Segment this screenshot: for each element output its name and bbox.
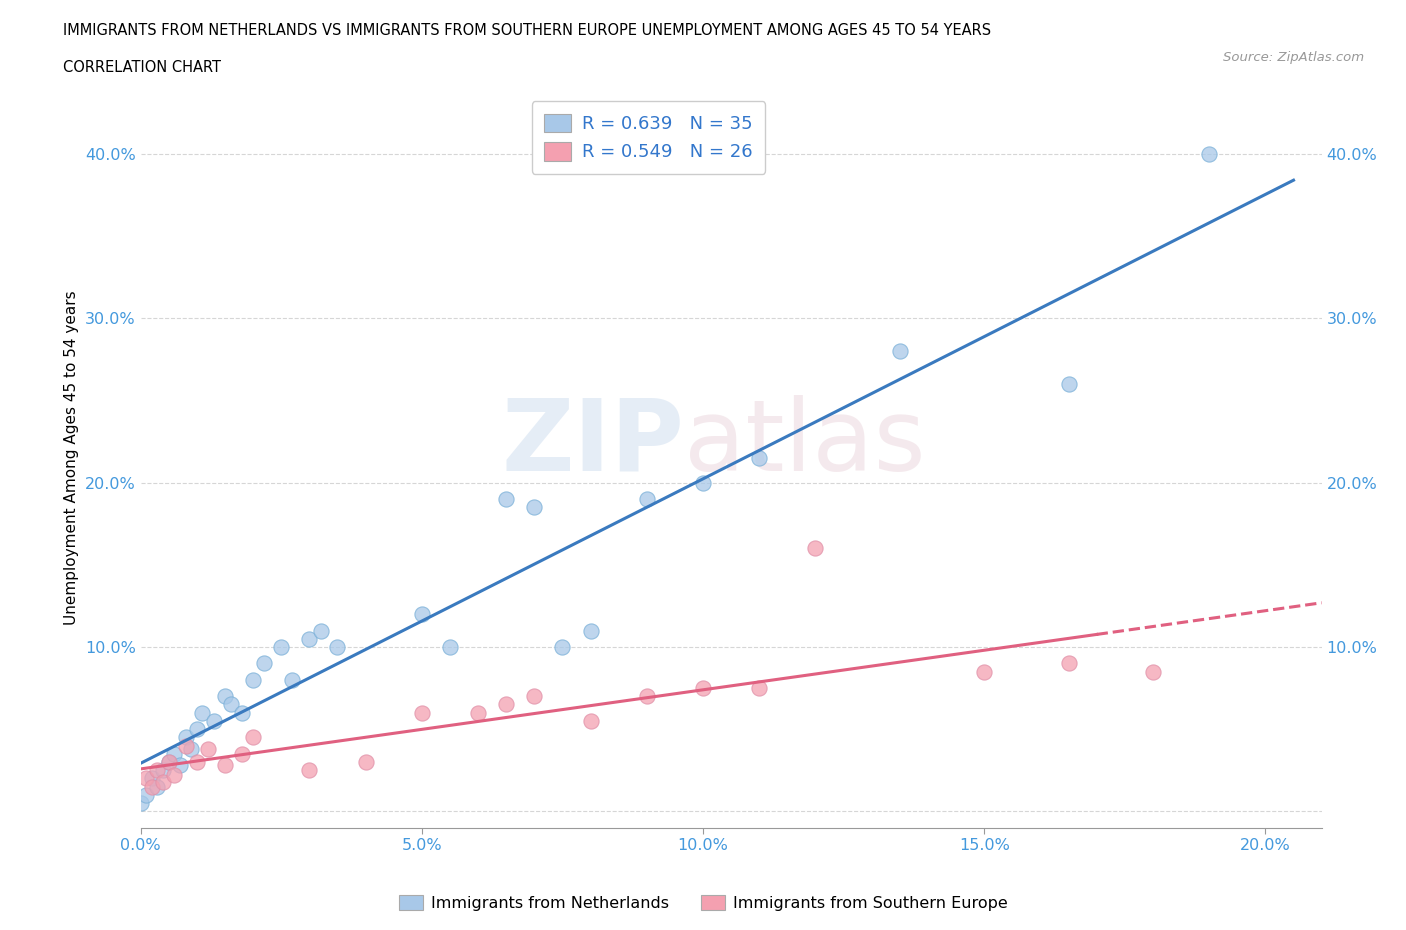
Point (523, 689, 546, 704)
Point (214, 758, 236, 773)
Point (202, 713, 225, 728)
Point (636, 689, 658, 704)
Point (270, 640, 292, 655)
Point (579, 713, 602, 728)
Point (152, 763, 174, 777)
Point (1057, 656, 1080, 671)
Point (411, 606, 433, 621)
Point (973, 664, 995, 679)
Point (467, 705, 489, 720)
Point (219, 698, 242, 712)
Y-axis label: Unemployment Among Ages 45 to 54 years: Unemployment Among Ages 45 to 54 years (65, 291, 79, 625)
Point (439, 640, 461, 655)
Point (298, 631, 321, 646)
Text: ZIP: ZIP (501, 394, 683, 492)
Text: CORRELATION CHART: CORRELATION CHART (63, 60, 221, 75)
Point (748, 681, 770, 696)
Point (157, 754, 180, 769)
Point (523, 500, 546, 515)
Point (180, 741, 202, 756)
Point (889, 344, 911, 359)
Point (152, 775, 174, 790)
Point (231, 746, 253, 761)
Point (1057, 377, 1080, 392)
Point (214, 689, 236, 704)
Point (281, 672, 304, 687)
Point (692, 681, 714, 696)
Point (804, 541, 827, 556)
Legend: R = 0.639   N = 35, R = 0.549   N = 26: R = 0.639 N = 35, R = 0.549 N = 26 (531, 101, 765, 174)
Text: atlas: atlas (683, 394, 925, 492)
Point (186, 754, 208, 769)
Point (692, 475, 714, 490)
Point (326, 640, 349, 655)
Point (298, 763, 321, 777)
Point (135, 788, 157, 803)
Point (157, 754, 180, 769)
Point (163, 767, 186, 782)
Point (141, 771, 163, 786)
Point (411, 705, 433, 720)
Point (231, 705, 253, 720)
Point (174, 730, 197, 745)
Text: IMMIGRANTS FROM NETHERLANDS VS IMMIGRANTS FROM SOUTHERN EUROPE UNEMPLOYMENT AMON: IMMIGRANTS FROM NETHERLANDS VS IMMIGRANT… (63, 23, 991, 38)
Legend: Immigrants from Netherlands, Immigrants from Southern Europe: Immigrants from Netherlands, Immigrants … (392, 889, 1014, 917)
Point (191, 705, 214, 720)
Point (242, 730, 264, 745)
Point (253, 656, 276, 671)
Point (141, 779, 163, 794)
Point (186, 722, 208, 737)
Point (146, 779, 169, 794)
Point (129, 796, 152, 811)
Point (242, 672, 264, 687)
Text: Source: ZipAtlas.com: Source: ZipAtlas.com (1223, 51, 1364, 64)
Point (551, 640, 574, 655)
Point (1142, 664, 1164, 679)
Point (163, 746, 186, 761)
Point (495, 698, 517, 712)
Point (636, 492, 658, 507)
Point (146, 763, 169, 777)
Point (1198, 147, 1220, 162)
Point (495, 492, 517, 507)
Point (309, 623, 332, 638)
Point (169, 758, 191, 773)
Point (579, 623, 602, 638)
Point (197, 741, 219, 756)
Point (748, 450, 770, 465)
Point (354, 754, 377, 769)
Point (174, 738, 197, 753)
Point (135, 771, 157, 786)
